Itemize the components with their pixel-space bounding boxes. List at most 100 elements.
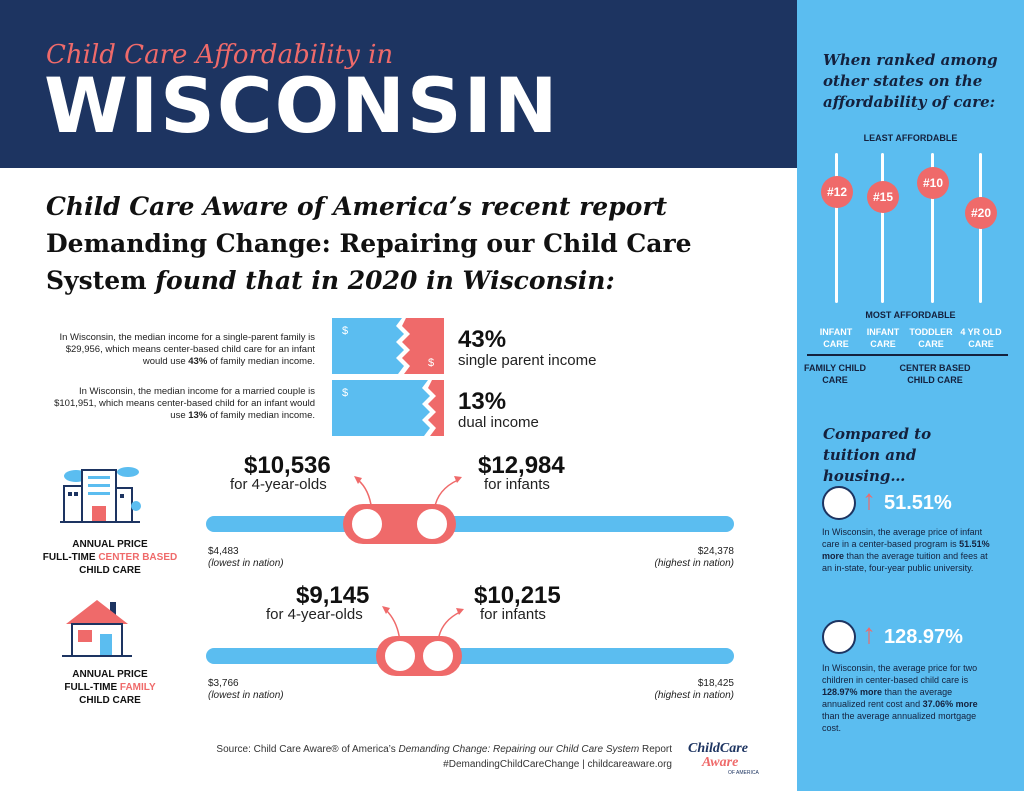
family-high-value: $18,425 (highest in nation) (634, 678, 735, 702)
tuition-text-1: In Wisconsin, the average price of infan… (822, 527, 983, 549)
source-prefix: Source: Child Care Aware® of America’s (216, 744, 399, 755)
family-high-note: (highest in nation) (654, 690, 735, 701)
intro-line-3-italic: found that in 2020 in Wisconsin: (146, 266, 615, 295)
least-affordable-label: LEAST AFFORDABLE (863, 133, 958, 143)
dual-income-text-1: In Wisconsin, the median income for a ma… (54, 386, 315, 421)
rank-label-center-infant: INFANT CARE (866, 327, 900, 349)
infant-icon (414, 507, 449, 541)
single-income-text-2: of family median income. (207, 356, 315, 367)
center-caption-line-1: ANNUAL PRICE (72, 539, 148, 550)
up-arrow-icon: ↑ (862, 618, 876, 649)
single-income-text-bold: 43% (188, 356, 208, 367)
family-price-infant: $10,215 (474, 582, 561, 609)
child-care-aware-logo: ChildCare Aware OF AMERICA (688, 741, 766, 777)
intro-line-3-bold: System (46, 266, 147, 295)
center-low-note: (lowest in nation) (208, 558, 284, 569)
tuition-stat-text: In Wisconsin, the average price of infan… (822, 526, 992, 574)
housing-text-1: In Wisconsin, the average price for two … (822, 663, 978, 685)
housing-stat-value: 128.97% (884, 626, 963, 648)
center-label-4yr: for 4-year-olds (230, 476, 327, 493)
dual-income-text-bold: 13% (188, 410, 208, 421)
housing-text-bold: 128.97% more (822, 687, 883, 697)
family-high: $18,425 (697, 678, 734, 689)
center-high: $24,378 (697, 546, 734, 557)
dual-income-label: dual income (458, 414, 539, 431)
family-caption-2b: FAMILY (119, 682, 156, 693)
rank-badge-center-toddler: #10 (917, 167, 949, 199)
source-citation: Source: Child Care Aware® of America’s D… (210, 742, 672, 772)
dual-income-text-2: of family median income. (207, 410, 315, 421)
center-high-note: (highest in nation) (654, 558, 735, 569)
intro-line-3: System found that in 2020 in Wisconsin: (46, 262, 766, 299)
svg-text:$: $ (342, 325, 348, 337)
rank-badge-family-infant: #12 (821, 176, 853, 208)
header-subtitle: Child Care Affordability in (46, 40, 394, 70)
center-building-icon (60, 467, 141, 523)
family-house-icon (62, 600, 132, 657)
center-price-range-bar (206, 516, 734, 532)
svg-text:$: $ (428, 357, 434, 369)
family-low-value: $3,766 (lowest in nation) (208, 678, 284, 702)
single-income-label: single parent income (458, 352, 597, 369)
tuition-text-bold: 51.51% more (822, 539, 990, 561)
family-label-4yr: for 4-year-olds (266, 606, 363, 623)
center-caption-2a: FULL-TIME (42, 552, 99, 563)
right-panel (797, 0, 1024, 791)
up-arrow-icon: ↑ (862, 484, 876, 515)
dual-income-text: In Wisconsin, the median income for a ma… (40, 386, 315, 422)
logo-line-1: ChildCare (688, 741, 748, 756)
family-label-infant: for infants (480, 606, 546, 623)
family-caption: ANNUAL PRICE FULL-TIME FAMILY CHILD CARE (40, 668, 180, 707)
compare-heading: Compared to tuition and housing… (823, 425, 932, 485)
child-4yr-icon (382, 639, 417, 673)
housing-text-2: than the average annualized rent cost an… (822, 687, 953, 709)
tuition-stat-value: 51.51% (884, 492, 952, 514)
rank-label-center-toddler: TODDLER CARE (909, 327, 953, 349)
intro-line-2: Demanding Change: Repairing our Child Ca… (46, 229, 692, 258)
family-caption-line-1: ANNUAL PRICE (72, 669, 148, 680)
family-price-4yr: $9,145 (296, 582, 370, 609)
source-suffix: Report (639, 744, 672, 755)
rank-heading: When ranked among other states on the af… (823, 51, 998, 111)
dual-income-percent: 13% (458, 388, 507, 415)
center-caption: ANNUAL PRICE FULL-TIME CENTER BASED CHIL… (40, 538, 180, 577)
header-banner: Child Care Affordability in WISCONSIN (0, 0, 797, 168)
center-low: $4,483 (208, 546, 239, 557)
infant-icon (421, 639, 456, 673)
rank-track-2 (881, 153, 884, 303)
center-caption-line-3: CHILD CARE (79, 565, 141, 576)
family-group-label: FAMILY CHILD CARE (803, 363, 866, 385)
family-price-range-bar (206, 648, 734, 664)
housing-stat-text: In Wisconsin, the average price for two … (822, 662, 992, 734)
header-state-title: WISCONSIN (44, 61, 560, 150)
source-line-2: #DemandingChildCareChange | childcareawa… (443, 759, 672, 770)
family-low-note: (lowest in nation) (208, 690, 284, 701)
single-income-bill-icon: $ $ (332, 318, 444, 374)
family-caption-line-3: CHILD CARE (79, 695, 141, 706)
rank-label-center-4yr: 4 YR OLD CARE (960, 327, 1002, 349)
graduation-cap-icon (822, 486, 856, 520)
center-high-value: $24,378 (highest in nation) (634, 546, 735, 570)
housing-text-3: than the average annualized mortgage cos… (822, 711, 977, 733)
most-affordable-label: MOST AFFORDABLE (865, 310, 956, 320)
rank-badge-center-infant: #15 (867, 181, 899, 213)
rank-track-3 (931, 153, 934, 303)
source-line-1: Source: Child Care Aware® of America’s D… (210, 742, 672, 757)
source-title: Demanding Change: Repairing our Child Ca… (398, 744, 640, 755)
center-label-infant: for infants (484, 476, 550, 493)
single-income-text: In Wisconsin, the median income for a si… (40, 332, 315, 368)
dual-income-bill-icon: $ (332, 380, 444, 436)
family-caption-line-2: FULL-TIME FAMILY (40, 681, 180, 694)
center-caption-line-2: FULL-TIME CENTER BASED (40, 551, 180, 564)
family-group-divider (807, 352, 863, 356)
child-4yr-icon (349, 507, 384, 541)
logo-line-3: OF AMERICA (728, 770, 759, 776)
single-income-text-1: In Wisconsin, the median income for a si… (59, 332, 315, 367)
intro-statement: Child Care Aware of America’s recent rep… (46, 188, 766, 299)
svg-text:$: $ (342, 387, 348, 399)
center-group-divider (860, 352, 1008, 356)
family-caption-2a: FULL-TIME (64, 682, 120, 693)
center-price-4yr: $10,536 (244, 452, 331, 479)
intro-line-1: Child Care Aware of America’s recent rep… (46, 192, 668, 221)
logo-line-2: Aware (702, 755, 739, 770)
